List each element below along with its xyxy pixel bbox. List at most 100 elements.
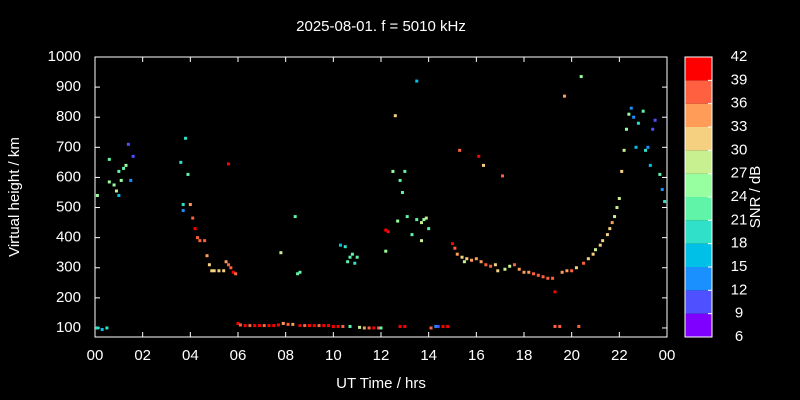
y-tick-label: 200 <box>56 289 81 306</box>
colorbar-tick-label: 12 <box>731 281 748 298</box>
point <box>210 269 214 273</box>
point <box>396 219 400 223</box>
colorbar-tick-label: 33 <box>731 118 748 135</box>
point <box>541 275 545 279</box>
point <box>644 148 648 152</box>
point <box>327 324 331 328</box>
point <box>212 269 216 273</box>
point <box>243 324 247 328</box>
point <box>601 239 605 243</box>
point <box>317 324 321 328</box>
point <box>248 324 252 328</box>
point <box>479 260 483 264</box>
point <box>415 79 419 83</box>
point <box>613 215 617 219</box>
point <box>441 324 445 328</box>
x-tick-label: 00 <box>87 347 104 364</box>
point <box>620 169 624 173</box>
colorbar-tick-label: 42 <box>731 48 748 65</box>
point <box>95 193 99 197</box>
point <box>298 324 302 328</box>
point <box>338 243 342 247</box>
point <box>341 324 345 328</box>
point <box>386 230 390 234</box>
point <box>355 255 359 259</box>
point <box>350 252 354 256</box>
point <box>503 267 507 271</box>
point <box>660 187 664 191</box>
point <box>207 263 211 267</box>
point <box>551 276 555 280</box>
point <box>331 324 335 328</box>
colorbar-tick-label: 6 <box>735 328 743 345</box>
point <box>658 172 662 176</box>
colorbar-band <box>685 243 712 267</box>
y-tick-label: 300 <box>56 259 81 276</box>
point <box>477 154 481 158</box>
x-tick-label: 08 <box>277 347 294 364</box>
point <box>336 324 340 328</box>
point <box>181 209 185 213</box>
point <box>434 324 438 328</box>
point <box>234 272 238 276</box>
point <box>641 109 645 113</box>
point <box>322 324 326 328</box>
colorbar-band <box>685 150 712 174</box>
y-tick-label: 400 <box>56 229 81 246</box>
point <box>191 216 195 220</box>
point <box>186 172 190 176</box>
point <box>422 218 426 222</box>
point <box>532 272 536 276</box>
point <box>663 200 667 204</box>
point <box>558 324 562 328</box>
point <box>131 154 135 158</box>
colorbar-tick-label: 24 <box>731 188 748 205</box>
point <box>403 324 407 328</box>
point <box>446 324 450 328</box>
point <box>512 263 516 267</box>
point <box>405 215 409 219</box>
point <box>636 121 640 125</box>
point <box>615 206 619 210</box>
point <box>546 276 550 280</box>
point <box>181 203 185 207</box>
colorbar-band <box>685 267 712 291</box>
point <box>553 324 557 328</box>
colorbar-tick-label: 27 <box>731 165 748 182</box>
colorbar-tick-label: 30 <box>731 141 748 158</box>
colorbar-band <box>685 313 712 337</box>
point <box>474 257 478 261</box>
colorbar-band <box>685 103 712 127</box>
x-tick-label: 10 <box>325 347 342 364</box>
point <box>563 94 567 98</box>
point <box>384 249 388 253</box>
point <box>398 178 402 182</box>
point <box>303 324 307 328</box>
point <box>205 254 209 258</box>
point <box>427 227 431 231</box>
point <box>95 326 99 330</box>
colorbar-tick-label: 15 <box>731 258 748 275</box>
colorbar-band <box>685 57 712 81</box>
point <box>496 269 500 273</box>
point <box>553 290 557 294</box>
colorbar-tick-label: 36 <box>731 95 748 112</box>
point <box>343 245 347 249</box>
point <box>536 273 540 277</box>
point <box>489 264 493 268</box>
point <box>455 252 459 256</box>
point <box>124 163 128 167</box>
point <box>403 169 407 173</box>
point <box>291 322 295 326</box>
point <box>296 272 300 276</box>
point <box>481 163 485 167</box>
point <box>420 221 424 225</box>
colorbar-band <box>685 127 712 151</box>
point <box>493 263 497 267</box>
point <box>651 127 655 131</box>
point <box>429 326 433 330</box>
point <box>629 106 633 110</box>
point <box>622 148 626 152</box>
colorbar-label: SNR / dB <box>747 166 764 229</box>
